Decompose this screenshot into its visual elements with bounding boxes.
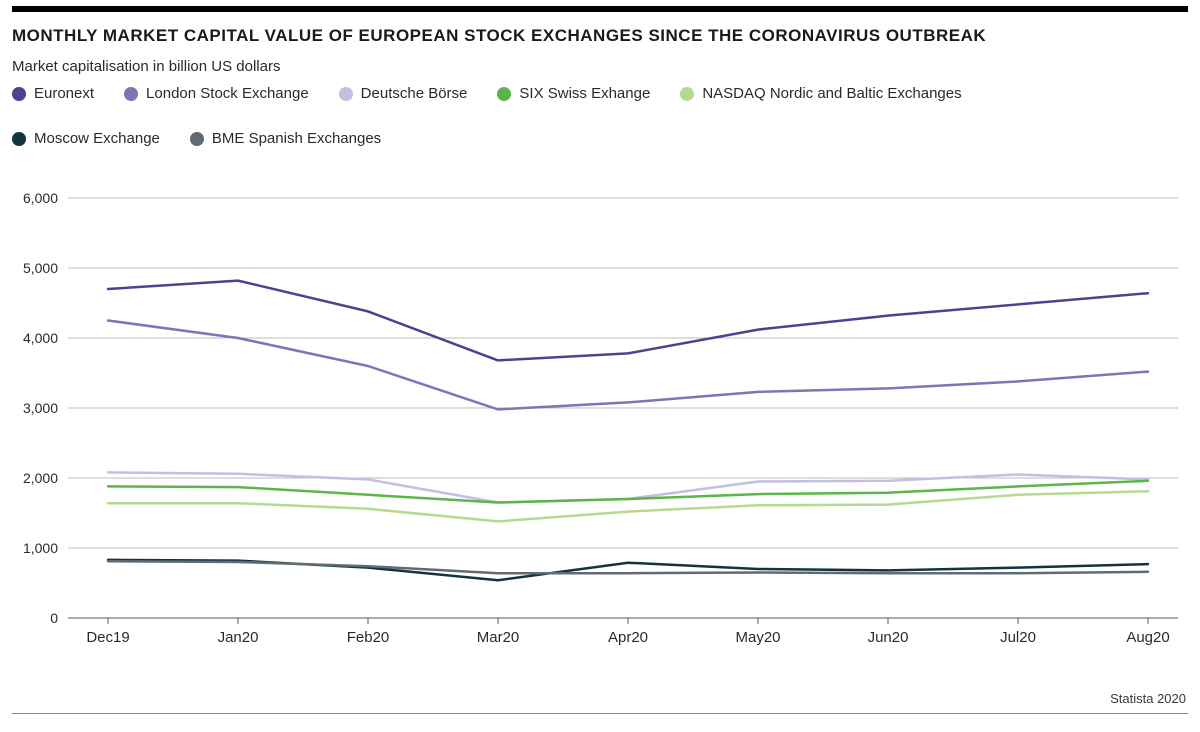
legend-label: NASDAQ Nordic and Baltic Exchanges [702,85,961,102]
legend-swatch [680,87,694,101]
legend-swatch [190,132,204,146]
legend-item: Deutsche Börse [339,85,468,102]
source-label: Statista 2020 [1110,691,1186,706]
y-tick-label: 6,000 [23,190,58,206]
legend-label: London Stock Exchange [146,85,309,102]
legend-swatch [12,87,26,101]
legend-swatch [339,87,353,101]
legend-label: Moscow Exchange [34,130,160,147]
chart-svg: 0 1,000 2,000 3,000 4,000 5,000 6,000 Dec19 Jan2… [12,188,1188,658]
x-tick-label: Jan20 [218,629,259,646]
legend-swatch [124,87,138,101]
legend-swatch [497,87,511,101]
legend-label: BME Spanish Exchanges [212,130,381,147]
legend-item: London Stock Exchange [124,85,309,102]
y-tick-label: 4,000 [23,330,58,346]
x-tick-label: Jun20 [868,629,909,646]
y-tick-label: 1,000 [23,540,58,556]
line-chart: 0 1,000 2,000 3,000 4,000 5,000 6,000 Dec19 Jan2… [12,188,1188,658]
series-line [108,281,1148,361]
y-tick-label: 5,000 [23,260,58,276]
x-tick-label: Jul20 [1000,629,1036,646]
bottom-rule [12,713,1188,714]
y-tick-label: 2,000 [23,470,58,486]
x-tick-label: Dec19 [86,629,129,646]
legend-item: NASDAQ Nordic and Baltic Exchanges [680,85,961,102]
legend-item: BME Spanish Exchanges [190,130,381,147]
series-line [108,321,1148,410]
legend-swatch [12,132,26,146]
chart-title: MONTHLY MARKET CAPITAL VALUE OF EUROPEAN… [0,12,1200,52]
series-line [108,481,1148,503]
legend-label: SIX Swiss Exhange [519,85,650,102]
legend-item: Moscow Exchange [12,130,160,147]
chart-subtitle: Market capitalisation in billion US doll… [0,52,1200,83]
series-line [108,491,1148,521]
legend: Euronext London Stock Exchange Deutsche Bö… [0,83,1100,151]
legend-label: Deutsche Börse [361,85,468,102]
legend-label: Euronext [34,85,94,102]
x-tick-label: May20 [735,629,780,646]
x-tick-label: Apr20 [608,629,648,646]
x-tick-label: Aug20 [1126,629,1169,646]
legend-item: Euronext [12,85,94,102]
legend-item: SIX Swiss Exhange [497,85,650,102]
x-tick-label: Feb20 [347,629,390,646]
y-tick-label: 3,000 [23,400,58,416]
x-tick-label: Mar20 [477,629,520,646]
y-tick-label: 0 [50,610,58,626]
